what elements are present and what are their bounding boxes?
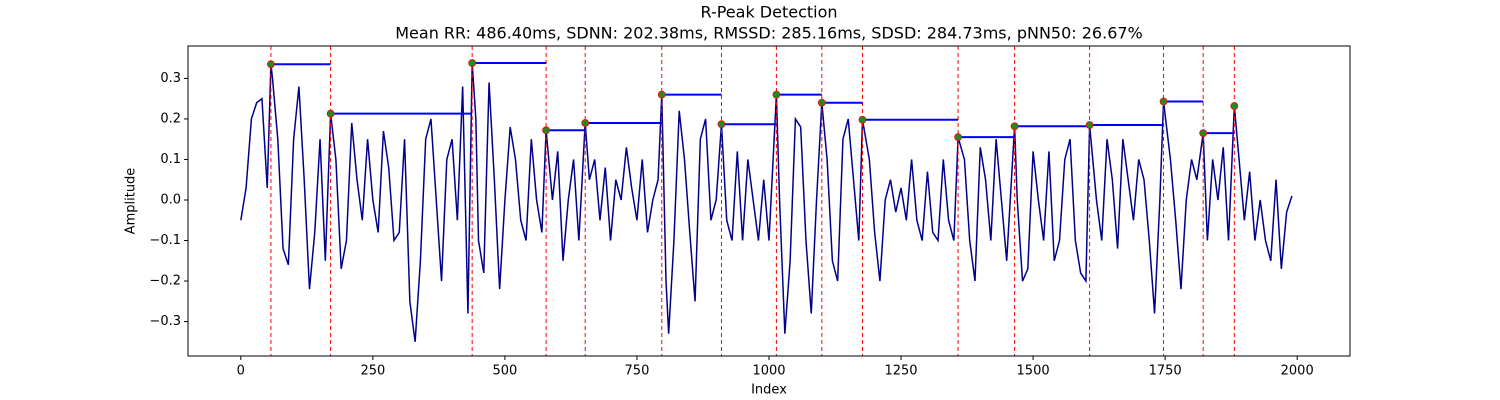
x-tick-label: 750 xyxy=(625,364,650,379)
y-tick-label: 0.1 xyxy=(160,152,181,167)
x-tick-label: 1500 xyxy=(1017,364,1050,379)
peak-marker xyxy=(1010,122,1019,131)
y-tick-label: 0.3 xyxy=(160,71,181,86)
plot-frame xyxy=(187,45,1351,357)
peak-marker xyxy=(267,60,275,69)
x-tick-label: 500 xyxy=(492,364,517,379)
x-tick-label: 1000 xyxy=(752,364,785,379)
peak-marker xyxy=(1199,129,1208,138)
y-tick-label: −0.1 xyxy=(149,233,181,248)
peak-marker xyxy=(581,119,590,127)
peak-marker xyxy=(1085,121,1094,129)
y-tick-label: 0.0 xyxy=(160,192,181,207)
peak-marker xyxy=(954,133,962,142)
peak-marker xyxy=(468,59,477,67)
x-axis-label: Index xyxy=(751,383,787,398)
peak-marker xyxy=(1230,102,1239,110)
x-tick-label: 1750 xyxy=(1149,364,1182,379)
peak-marker xyxy=(326,109,335,118)
peak-marker xyxy=(772,90,781,99)
y-tick-label: 0.2 xyxy=(160,111,181,126)
peak-marker xyxy=(817,98,826,107)
y-tick-label: −0.2 xyxy=(149,274,181,289)
x-tick-label: 250 xyxy=(360,364,385,379)
x-tick-label: 0 xyxy=(237,364,245,379)
x-tick-label: 2000 xyxy=(1281,364,1314,379)
peak-marker xyxy=(657,90,666,99)
chart-title: R-Peak Detection xyxy=(700,3,837,22)
peak-marker xyxy=(858,115,867,124)
x-tick-label: 1250 xyxy=(884,364,917,379)
peak-marker xyxy=(717,120,726,129)
chart-subtitle: Mean RR: 486.40ms, SDNN: 202.38ms, RMSSD… xyxy=(395,24,1143,43)
peak-marker xyxy=(1159,97,1168,106)
peak-marker xyxy=(542,126,551,135)
y-axis-label: Amplitude xyxy=(124,168,139,235)
signal-line xyxy=(240,62,1293,342)
y-tick-label: −0.3 xyxy=(149,314,181,329)
